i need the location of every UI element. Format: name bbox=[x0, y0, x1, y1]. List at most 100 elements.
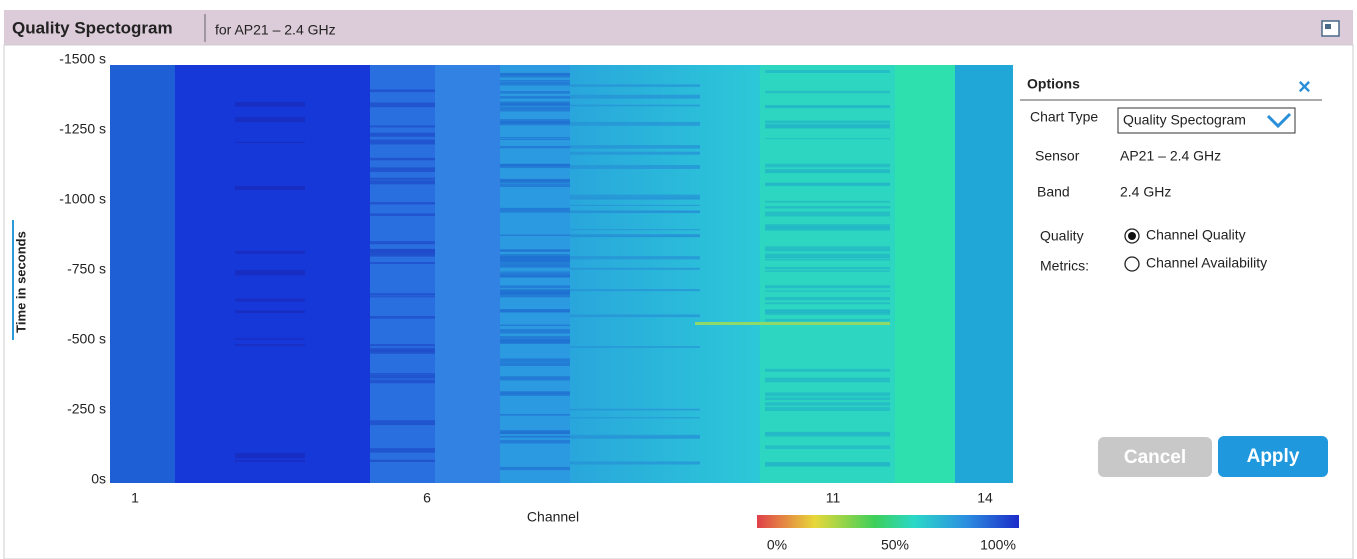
spectrum-stripe bbox=[570, 289, 700, 291]
options-title: Options bbox=[1027, 76, 1080, 92]
x-tick-label: 11 bbox=[826, 490, 841, 506]
spectrum-stripe bbox=[570, 122, 700, 126]
spectrum-stripe bbox=[765, 270, 890, 271]
spectrum-stripe bbox=[570, 314, 700, 317]
spectrum-stripe bbox=[500, 340, 570, 343]
spectrum-stripe bbox=[500, 414, 570, 416]
spectrum-stripe bbox=[500, 430, 570, 434]
spectrum-stripe bbox=[765, 106, 890, 108]
spectrum-stripe bbox=[765, 378, 890, 383]
spectrum-stripe bbox=[235, 273, 305, 275]
spectrum-stripe bbox=[370, 420, 435, 425]
spectrum-stripe bbox=[500, 101, 570, 106]
spectrum-stripe bbox=[370, 380, 435, 384]
spectrum-stripe bbox=[765, 432, 890, 434]
spectrum-stripe bbox=[235, 310, 305, 313]
spectrum-stripe bbox=[370, 460, 435, 462]
spectrum-stripe bbox=[500, 358, 570, 362]
spectrum-stripe bbox=[570, 461, 700, 464]
spectrum-stripe bbox=[765, 392, 890, 396]
radio-button[interactable] bbox=[1125, 257, 1139, 271]
cancel-label[interactable]: Cancel bbox=[1124, 447, 1186, 468]
spectrum-stripe bbox=[570, 211, 700, 213]
spectrum-stripe bbox=[235, 344, 305, 346]
radio-label: Channel Availability bbox=[1146, 255, 1267, 271]
spectrum-stripe bbox=[370, 178, 435, 180]
chart-type-value: Quality Spectogram bbox=[1123, 112, 1246, 128]
spectrum-stripe bbox=[500, 376, 570, 380]
spectrum-stripe bbox=[235, 299, 305, 302]
maximize-icon[interactable] bbox=[1322, 21, 1339, 36]
spectrum-stripe bbox=[570, 195, 700, 200]
spectrum-stripe bbox=[500, 164, 570, 166]
chart-type-label: Chart Type bbox=[1030, 109, 1098, 125]
apply-label[interactable]: Apply bbox=[1247, 446, 1300, 467]
radio-dot bbox=[1128, 232, 1136, 240]
spectrum-stripe bbox=[765, 445, 890, 448]
spectrum-stripe bbox=[500, 119, 570, 124]
spectrum-stripe bbox=[570, 229, 700, 230]
spectrum-stripe bbox=[500, 467, 570, 470]
y-tick-label: -1500 s bbox=[59, 51, 106, 67]
spectrum-stripe bbox=[765, 259, 890, 261]
spectrum-stripe bbox=[765, 70, 890, 73]
y-tick-label: -1250 s bbox=[59, 121, 106, 137]
spectrum-stripe bbox=[765, 267, 890, 269]
spectrum-stripe bbox=[570, 417, 700, 418]
spectrum-stripe bbox=[500, 436, 570, 438]
band-value: 2.4 GHz bbox=[1120, 184, 1171, 200]
spectrum-stripe bbox=[765, 297, 890, 300]
spectrum-stripe bbox=[765, 138, 890, 139]
header-bar bbox=[4, 10, 1353, 45]
spectrum-stripe bbox=[500, 235, 570, 236]
spectrum-stripe bbox=[500, 179, 570, 181]
y-tick-label: -1000 s bbox=[59, 191, 106, 207]
spectrum-stripe bbox=[235, 186, 305, 190]
sensor-label: Sensor bbox=[1035, 148, 1080, 164]
spectrum-stripe bbox=[765, 407, 890, 411]
spectrum-stripe bbox=[765, 201, 890, 203]
spectrum-stripe bbox=[500, 250, 570, 251]
spectrum-stripe bbox=[765, 369, 890, 372]
spectrum-stripe bbox=[765, 121, 890, 124]
spectrum-stripe bbox=[500, 272, 570, 273]
spectrum-stripe bbox=[235, 117, 305, 119]
spectrum-stripe bbox=[235, 142, 305, 143]
spectrum-stripe bbox=[500, 391, 570, 396]
x-tick-label: 6 bbox=[423, 490, 431, 506]
y-tick-label: -250 s bbox=[67, 401, 106, 417]
spectrum-stripe bbox=[370, 296, 435, 297]
colorbar-label: 0% bbox=[767, 537, 787, 553]
x-tick-label: 14 bbox=[977, 490, 993, 506]
spectrum-stripe bbox=[765, 285, 890, 288]
spectrum-stripe bbox=[570, 105, 700, 107]
spectrum-stripe bbox=[370, 158, 435, 161]
spectrum-stripe bbox=[500, 139, 570, 140]
spectrum-stripe bbox=[370, 373, 435, 375]
spectrum-stripe bbox=[500, 137, 570, 138]
spectrum-stripe bbox=[765, 302, 890, 304]
spectrum-stripe bbox=[570, 346, 700, 348]
spectrum-stripe bbox=[500, 339, 570, 341]
spectrum-stripe bbox=[500, 146, 570, 148]
spectrum-stripe bbox=[570, 409, 700, 411]
spectrum-stripe bbox=[370, 89, 435, 92]
spectrum-stripe bbox=[765, 164, 890, 168]
spectrum-stripe bbox=[500, 325, 570, 326]
spectrum-stripe bbox=[570, 205, 700, 206]
sensor-value: AP21 – 2.4 GHz bbox=[1120, 148, 1221, 164]
spectrum-stripe bbox=[570, 437, 700, 438]
spectrum-stripe bbox=[765, 397, 890, 400]
spectrum-stripe bbox=[370, 316, 435, 319]
colorbar bbox=[757, 515, 1019, 528]
spectrum-stripe bbox=[370, 202, 435, 204]
interference-line bbox=[695, 322, 890, 325]
close-button[interactable]: × bbox=[1298, 74, 1311, 99]
spectrum-stripe bbox=[765, 206, 890, 208]
spectrum-stripe bbox=[500, 310, 570, 313]
radio-label: Channel Quality bbox=[1146, 227, 1246, 243]
metrics-label: Metrics: bbox=[1040, 258, 1089, 274]
spectrum-stripe bbox=[765, 224, 890, 229]
spectrum-stripe bbox=[235, 102, 305, 107]
spectrum-stripe bbox=[765, 124, 890, 128]
